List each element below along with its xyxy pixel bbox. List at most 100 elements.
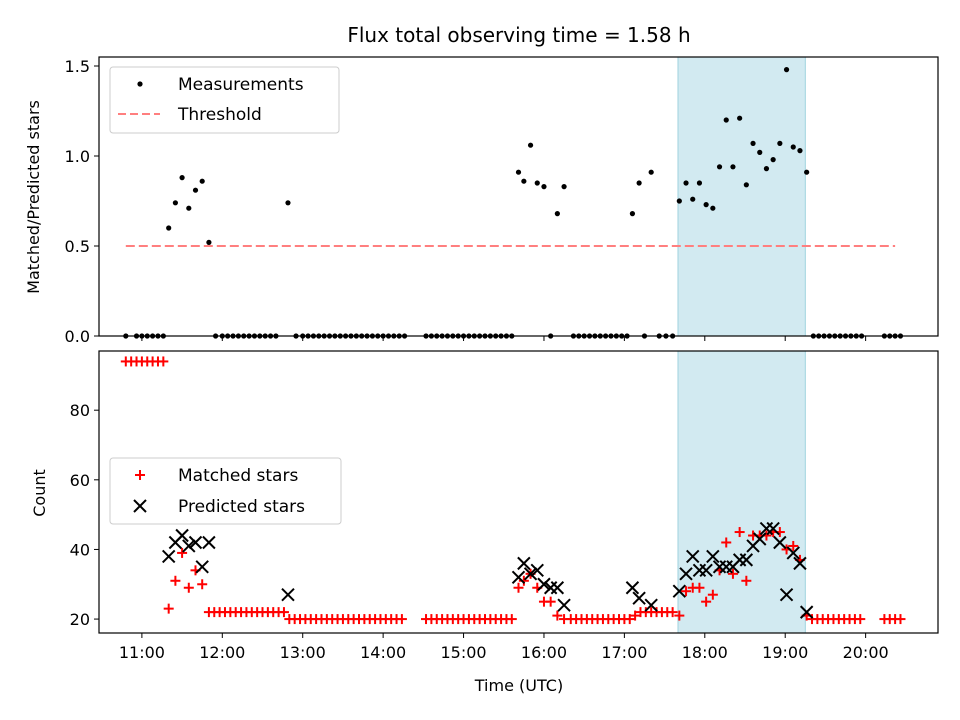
matched-star-point — [707, 589, 718, 600]
top-x-ticks — [141, 336, 867, 341]
measurement-point — [527, 142, 534, 148]
predicted-star-point — [773, 535, 787, 550]
measurement-point — [648, 169, 654, 175]
x-tick-label: 12:00 — [199, 643, 245, 662]
measurement-point — [716, 164, 723, 170]
measurement-point — [554, 211, 560, 217]
measurement-point — [737, 115, 743, 121]
matched-star-points — [120, 356, 906, 625]
predicted-star-point — [686, 549, 700, 564]
predicted-star-point — [632, 591, 646, 605]
matched-star-point — [170, 575, 181, 586]
x-axis-label: Time (UTC) — [474, 676, 563, 695]
measurement-point — [770, 157, 776, 163]
measurement-point — [515, 169, 522, 175]
predicted-star-point — [679, 567, 693, 581]
legend-threshold-label: Threshold — [177, 105, 262, 125]
top-panel: 0.0 0.5 1.0 1.5 Matched/Predicted stars Mea… — [24, 56, 939, 346]
matched-star-point — [183, 582, 194, 593]
legend-measurements-marker — [137, 81, 143, 87]
measurement-point — [629, 211, 636, 217]
predicted-star-point — [550, 581, 565, 595]
measurement-point — [676, 198, 682, 204]
measurement-point — [690, 196, 696, 202]
measurement-point — [166, 225, 172, 231]
measurement-point — [683, 180, 689, 186]
predicted-star-point — [195, 560, 209, 574]
predicted-star-point — [706, 549, 720, 564]
top-legend: Measurements Threshold — [109, 66, 340, 134]
predicted-star-point — [182, 539, 196, 553]
legend-measurements-label: Measurements — [178, 75, 304, 95]
measurement-point — [763, 166, 770, 172]
matched-star-point — [513, 582, 524, 593]
matched-star-point — [278, 607, 289, 618]
bottom-panel-highlight-span — [677, 350, 806, 634]
matched-star-point — [721, 537, 732, 548]
matched-star-point — [788, 540, 799, 551]
matched-star-point — [694, 582, 705, 593]
matched-star-point — [734, 527, 745, 538]
predicted-star-point — [779, 587, 794, 602]
x-tick-label: 15:00 — [440, 643, 486, 662]
matched-star-point — [701, 596, 712, 607]
measurement-point — [186, 205, 192, 211]
measurement-point — [723, 117, 729, 123]
top-panel-highlight-span — [677, 56, 806, 337]
predicted-star-point — [625, 581, 640, 595]
measurement-point — [730, 164, 736, 170]
legend-matched-label: Matched stars — [178, 466, 298, 486]
x-tick-label: 13:00 — [280, 643, 326, 662]
matched-star-point — [396, 614, 407, 625]
matched-star-point — [624, 614, 635, 625]
matched-star-point — [667, 607, 678, 618]
measurement-point — [192, 187, 199, 193]
matched-star-point — [630, 610, 641, 621]
y-tick-label: 0.5 — [65, 237, 90, 256]
legend-predicted-marker — [133, 499, 147, 513]
measurement-point — [534, 180, 540, 186]
legend-predicted-label: Predicted stars — [178, 497, 305, 517]
y-tick-label: 1.0 — [65, 147, 90, 166]
x-tick-label: 20:00 — [843, 643, 889, 662]
predicted-star-point — [786, 546, 800, 560]
predicted-star-point — [537, 577, 551, 591]
predicted-star-point — [672, 584, 687, 598]
bottom-y-ticks: 20 40 60 80 — [70, 401, 99, 629]
y-tick-label: 60 — [70, 471, 90, 490]
predicted-star-point — [530, 563, 544, 578]
matched-star-point — [855, 614, 866, 625]
measurement-point — [541, 184, 547, 190]
predicted-star-points — [161, 521, 814, 619]
bottom-y-axis-label: Count — [30, 469, 49, 517]
predicted-star-point — [281, 587, 295, 602]
predicted-star-point — [753, 532, 767, 546]
matched-star-point — [681, 586, 692, 597]
measurement-point — [797, 148, 803, 154]
matched-star-point — [741, 575, 752, 586]
predicted-star-point — [557, 598, 571, 612]
top-panel-frame — [98, 56, 939, 337]
top-y-axis-label: Matched/Predicted stars — [24, 100, 43, 294]
predicted-star-point — [511, 570, 526, 585]
measurement-point — [199, 178, 205, 184]
x-tick-label: 11:00 — [119, 643, 165, 662]
predicted-star-point — [699, 563, 713, 578]
predicted-star-point — [161, 549, 176, 564]
predicted-star-point — [523, 567, 538, 581]
top-legend-box — [109, 66, 340, 134]
measurement-point — [750, 140, 756, 146]
matched-star-point — [177, 547, 188, 558]
measurement-point — [790, 144, 796, 150]
predicted-star-point — [793, 556, 807, 571]
predicted-star-point — [188, 535, 203, 550]
matched-star-point — [674, 610, 685, 621]
predicted-star-point — [766, 521, 780, 536]
predicted-star-point — [739, 553, 754, 567]
measurement-point — [179, 175, 185, 181]
y-tick-label: 80 — [70, 401, 90, 420]
matched-star-point — [163, 603, 174, 614]
matched-star-point — [552, 610, 563, 621]
